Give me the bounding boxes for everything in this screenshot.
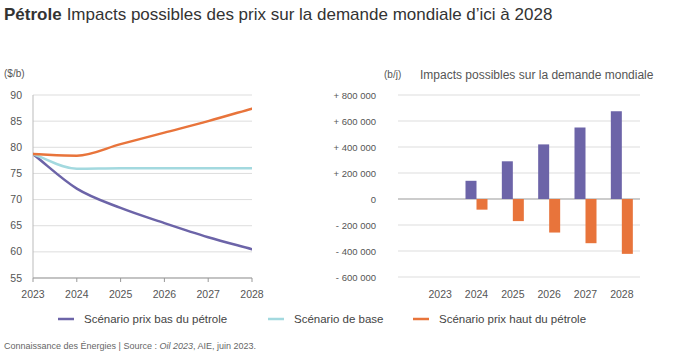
x-tick-label: 2028 (240, 288, 264, 300)
x-tick-label: 2025 (501, 288, 525, 300)
x-tick (164, 278, 165, 282)
x-tick (76, 278, 77, 282)
legend-label: Scénario de base (294, 313, 384, 325)
y-tick-label: 90 (10, 89, 22, 101)
x-tick-label: 2024 (465, 288, 489, 300)
bar (622, 199, 633, 254)
x-tick-label: 2028 (610, 288, 634, 300)
bar (477, 199, 488, 210)
legend-label: Scénario prix haut du pétrole (439, 313, 586, 325)
legend-swatch (58, 318, 74, 321)
legend-label: Scénario prix bas du pétrole (84, 313, 227, 325)
grid-line (398, 147, 640, 148)
y-tick-label: 0 (371, 194, 376, 205)
plot-area (466, 111, 633, 254)
y-tick-label: 80 (10, 141, 22, 153)
y-tick-label: 85 (10, 115, 22, 127)
y-axis-label: (b/j) (384, 69, 401, 80)
grid-line (33, 173, 252, 174)
y-tick-label: - 200 000 (336, 220, 376, 231)
y-tick-label: + 400 000 (333, 142, 376, 153)
y-tick-label: 75 (10, 167, 22, 179)
grid-line (33, 121, 252, 122)
y-axis-label: ($/b) (4, 68, 25, 79)
plot-area (33, 109, 252, 250)
x-axis-line (33, 278, 252, 279)
grid-line (398, 277, 640, 278)
bar (513, 199, 524, 221)
bar-chart: (b/j) Impacts possibles sur la demande mo… (333, 68, 653, 300)
x-tick-label: 2027 (197, 288, 221, 300)
source-prefix: Connaissance des Énergies | Source : (4, 341, 159, 351)
y-tick-label: 55 (10, 272, 22, 284)
grid-line (33, 225, 252, 226)
grid-line (33, 95, 252, 96)
x-tick-label: 2026 (537, 288, 561, 300)
bar (538, 144, 549, 199)
x-tick-label: 2023 (21, 288, 45, 300)
series-line (33, 154, 252, 249)
legend-swatch (268, 318, 284, 321)
bar (502, 161, 513, 199)
x-tick-label: 2023 (428, 288, 452, 300)
x-tick-label: 2027 (574, 288, 598, 300)
source: Connaissance des Énergies | Source : Oil… (4, 341, 256, 351)
y-axis-line (33, 95, 34, 278)
source-suffix: , AIE, juin 2023. (193, 341, 256, 351)
x-tick (33, 278, 34, 282)
y-tick-label: 65 (10, 219, 22, 231)
y-tick-label: + 200 000 (333, 168, 376, 179)
x-tick-label: 2024 (65, 288, 89, 300)
subtitle: Impacts possibles sur la demande mondial… (420, 68, 654, 82)
y-tick-label: + 600 000 (333, 116, 376, 127)
y-tick-label: 70 (10, 193, 22, 205)
x-tick-label: 2026 (153, 288, 177, 300)
grid-line (398, 95, 640, 96)
grid-line (33, 251, 252, 252)
x-tick-label: 2025 (109, 288, 133, 300)
chart-page: Pétrole Impacts possibles des prix sur la… (0, 0, 700, 354)
bar (466, 181, 477, 199)
title-text: Impacts possibles des prix sur la demand… (67, 5, 553, 24)
x-tick (252, 278, 253, 282)
y-tick-label: + 800 000 (333, 90, 376, 101)
grid-line (398, 225, 640, 226)
y-tick-label: 60 (10, 245, 22, 257)
bar (575, 128, 586, 200)
legend-swatch (413, 318, 429, 321)
grid-line (33, 147, 252, 148)
line-chart: ($/b) 55 60 65 70 75 80 85 90 2023 2024 2025 2026 202… (4, 68, 264, 300)
grid-line (398, 121, 640, 122)
grid-line (33, 199, 252, 200)
x-tick (120, 278, 121, 282)
title-bold: Pétrole (4, 5, 62, 24)
grid-line (33, 278, 252, 279)
grid-line (398, 251, 640, 252)
grid-line (398, 173, 640, 174)
y-tick-label: - 400 000 (336, 246, 376, 257)
title: Pétrole Impacts possibles des prix sur la… (4, 5, 552, 24)
series-line (33, 109, 252, 156)
source-italic: Oil 2023 (159, 341, 193, 351)
bar (549, 199, 560, 233)
x-tick (208, 278, 209, 282)
y-tick-label: - 600 000 (336, 272, 376, 283)
bar (586, 199, 597, 243)
bar (611, 111, 622, 199)
